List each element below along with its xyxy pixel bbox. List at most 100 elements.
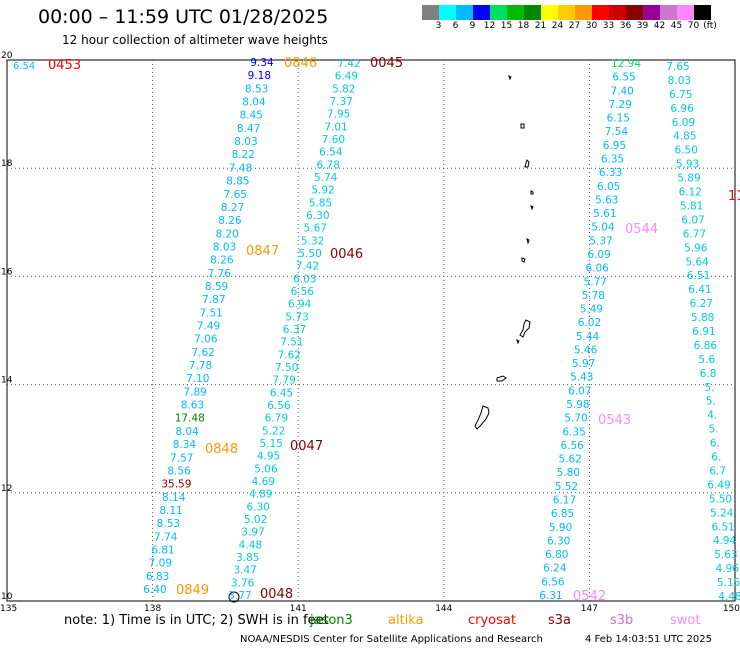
swh-value: 4.85 [673, 131, 696, 143]
swh-value: 6.54 [13, 61, 35, 72]
swh-value: 6.09 [587, 249, 610, 261]
swh-value: 5.93 [676, 159, 699, 171]
island-outline [530, 205, 534, 211]
swh-value: 8.04 [175, 426, 199, 438]
swh-value: 6.03 [293, 273, 316, 285]
swh-value: 7.40 [610, 85, 633, 97]
swh-value: 6.05 [597, 181, 620, 193]
time-label: 0045 [370, 56, 403, 71]
x-tick-label: 150 [723, 604, 740, 614]
swh-value: 12.94 [611, 58, 641, 70]
x-tick-label: 138 [144, 604, 161, 614]
time-label: 11 [728, 189, 740, 204]
legend-swatch [575, 5, 592, 20]
legend-label: 36 [619, 21, 632, 31]
swh-value: 6.31 [539, 590, 562, 602]
swh-value: 7.48 [229, 162, 252, 174]
legend-label: 12 [483, 21, 496, 31]
y-tick-label: 18 [1, 159, 13, 169]
legend-swatch [439, 5, 456, 20]
swh-value: 6.49 [335, 71, 358, 83]
legend-swatch [592, 5, 609, 20]
swh-value: 6.96 [670, 103, 694, 115]
swh-value: 7.62 [191, 347, 214, 359]
swh-value: 5. [706, 396, 716, 408]
legend-label: 27 [568, 21, 581, 31]
swh-value: 6.81 [151, 544, 174, 556]
swh-value: 6.49 [707, 479, 730, 491]
y-tick-label: 10 [1, 592, 13, 602]
satellite-label: jason3 [310, 613, 353, 628]
swh-value: 6.06 [585, 263, 609, 275]
swh-value: 5.32 [301, 235, 324, 247]
swh-value: 6.30 [306, 210, 329, 222]
y-tick-label: 16 [1, 267, 13, 277]
legend-label: 6 [452, 21, 459, 31]
swh-value: 8.26 [218, 215, 242, 227]
swh-value: 6.56 [267, 400, 291, 412]
swh-value: 5.44 [576, 331, 600, 343]
swh-value: 5.52 [555, 481, 578, 493]
y-tick-label: 12 [1, 484, 12, 494]
swh-value: 6.17 [553, 495, 576, 507]
swh-value: 7.65 [224, 189, 247, 201]
swh-value: 6.37 [283, 324, 306, 336]
swh-value: 5.62 [559, 454, 582, 466]
island-outline [474, 405, 490, 430]
swh-value: 8.47 [237, 123, 260, 135]
swh-value: 3.77 [228, 590, 251, 602]
legend-unit: (ft) [703, 21, 717, 31]
swh-value: 5.49 [580, 304, 603, 316]
legend-swatch [456, 5, 473, 20]
x-tick-label: 147 [581, 604, 598, 614]
swh-value: 8.34 [173, 439, 197, 451]
swh-value: 5.22 [262, 425, 285, 437]
swh-value: 6.27 [690, 298, 713, 310]
swh-value: 8.20 [216, 228, 239, 240]
swh-value: 4. [707, 410, 717, 422]
legend-label: 9 [469, 21, 476, 31]
swh-value: 7.01 [324, 121, 347, 133]
island-outline [520, 123, 525, 129]
swh-value: 6.91 [692, 326, 715, 338]
island-outline [496, 375, 507, 382]
time-label: 0543 [598, 413, 631, 428]
legend-label: 18 [517, 21, 530, 31]
satellite-label: s3b [610, 613, 634, 628]
swh-value: 5.04 [591, 222, 615, 234]
swh-value: 7.62 [278, 349, 301, 361]
swh-value: 6.35 [562, 426, 585, 438]
swh-value: 6.55 [612, 72, 635, 84]
swh-value: 8.59 [205, 281, 228, 293]
swh-value: 5.81 [680, 200, 703, 212]
swh-value: 6.94 [288, 299, 312, 311]
swh-value: 8.63 [181, 400, 204, 412]
swh-value: 5.6 [698, 354, 715, 366]
swh-value: 6.54 [319, 147, 343, 159]
legend-label: 33 [602, 21, 615, 31]
swh-value: 5.98 [566, 399, 589, 411]
swh-value: 6. [710, 438, 720, 450]
island-outline [524, 159, 530, 168]
satellite-label: cryosat [468, 613, 516, 628]
swh-value: 6.41 [688, 284, 711, 296]
swh-value: 6.80 [545, 549, 568, 561]
swh-value: 5.78 [582, 290, 605, 302]
swh-value: 4.89 [249, 489, 272, 501]
swh-value: 6.07 [681, 214, 704, 226]
legend-label: 3 [435, 21, 442, 31]
island-outline [516, 339, 520, 345]
swh-value: 6.85 [551, 508, 574, 520]
satellite-label: swot [670, 613, 701, 628]
swh-value: 6.12 [679, 187, 702, 199]
swh-value: 5. [709, 424, 719, 436]
swh-value: 6.7 [709, 465, 726, 477]
legend-swatch [524, 5, 541, 20]
swh-value: 8.11 [159, 505, 182, 517]
swh-value: 5.15 [717, 577, 740, 589]
swh-value: 8.14 [162, 492, 186, 504]
swh-value: 5.92 [311, 185, 334, 197]
legend-label: 45 [670, 21, 683, 31]
legend-swatch [694, 5, 711, 20]
swh-value: 5.43 [570, 372, 593, 384]
